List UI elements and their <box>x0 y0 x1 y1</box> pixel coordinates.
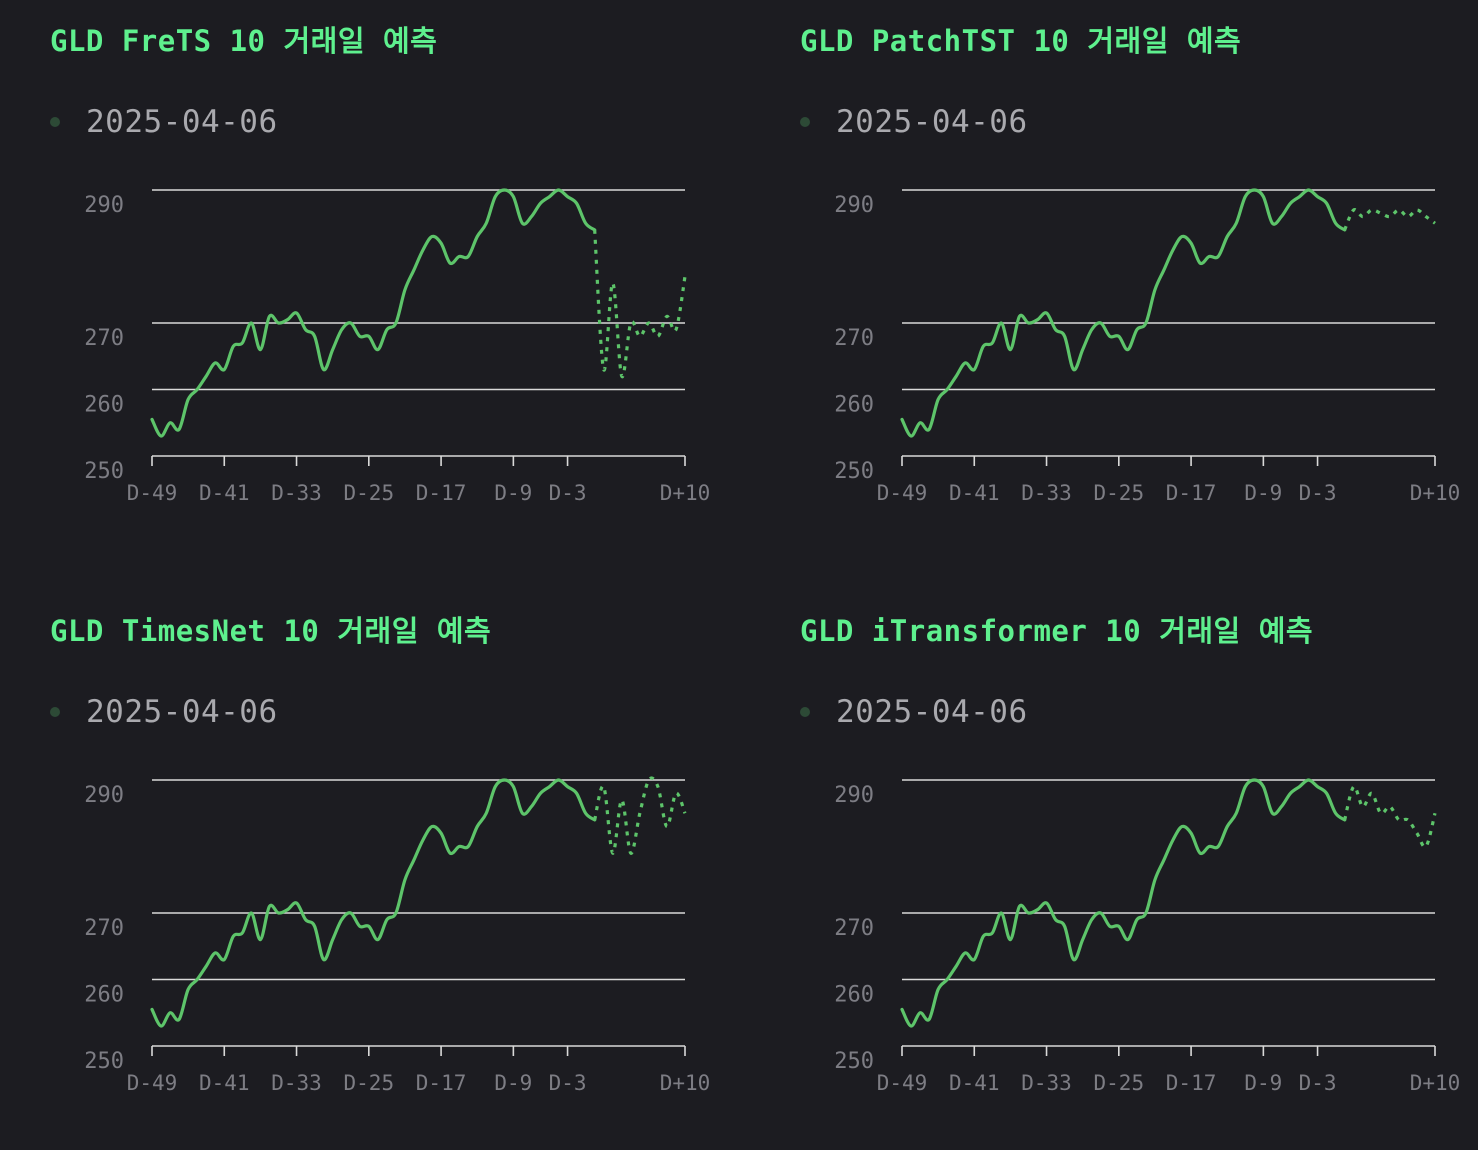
x-tick-label: D+10 <box>660 1071 711 1095</box>
legend-marker <box>800 707 810 717</box>
x-tick-label: D-25 <box>1094 1071 1145 1095</box>
x-tick-label: D-3 <box>549 1071 587 1095</box>
forecast-series-line <box>593 776 687 855</box>
x-tick-label: D-9 <box>1244 481 1282 505</box>
forecast-series-line <box>1343 785 1437 849</box>
chart-plot: 250 260 270 290 D-49 D-41 D-33 D-25 D-17 D-9 D-3 D+… <box>84 776 711 1095</box>
y-tick-label: 250 <box>84 459 124 484</box>
x-tick-label: D-33 <box>1021 1071 1072 1095</box>
y-tick-label: 290 <box>84 783 124 808</box>
x-tick-label: D-3 <box>1299 1071 1337 1095</box>
chart-title: GLD FreTS 10 거래일 예측 <box>50 24 438 58</box>
chart-panel-frets: GLD FreTS 10 거래일 예측 2025-04-06 250 260 270… <box>50 0 750 560</box>
x-tick-label: D-9 <box>494 1071 532 1095</box>
forecast-series-line <box>1343 207 1436 231</box>
x-tick-label: D-3 <box>549 481 587 505</box>
x-tick-label: D-49 <box>877 481 928 505</box>
chart-panel-timesnet: GLD TimesNet 10 거래일 예측 2025-04-06 250 260… <box>50 590 750 1150</box>
x-tick-label: D-41 <box>949 1071 1000 1095</box>
history-series-line <box>150 188 597 438</box>
legend-label: 2025-04-06 <box>836 694 1028 730</box>
x-tick-label: D-17 <box>416 481 467 505</box>
legend-marker <box>50 707 60 717</box>
y-tick-label: 250 <box>834 459 874 484</box>
chart-title: GLD PatchTST 10 거래일 예측 <box>800 24 1242 58</box>
y-tick-label: 250 <box>834 1049 874 1074</box>
chart-panel-itransformer: GLD iTransformer 10 거래일 예측 2025-04-06 25… <box>800 590 1478 1150</box>
x-tick-label: D+10 <box>1410 481 1461 505</box>
x-tick-label: D-17 <box>416 1071 467 1095</box>
legend-label: 2025-04-06 <box>86 694 278 730</box>
legend: 2025-04-06 <box>50 694 278 730</box>
x-tick-label: D-41 <box>199 1071 250 1095</box>
x-tick-label: D-25 <box>1094 481 1145 505</box>
x-tick-label: D+10 <box>660 481 711 505</box>
x-tick-label: D+10 <box>1410 1071 1461 1095</box>
history-series-line <box>150 778 597 1028</box>
x-tick-label: D-49 <box>127 481 178 505</box>
x-tick-label: D-49 <box>127 1071 178 1095</box>
y-tick-label: 250 <box>84 1049 124 1074</box>
y-tick-label: 290 <box>834 783 874 808</box>
x-tick-label: D-41 <box>199 481 250 505</box>
legend-label: 2025-04-06 <box>836 104 1028 140</box>
y-tick-label: 290 <box>84 193 124 218</box>
x-tick-label: D-17 <box>1166 1071 1217 1095</box>
x-tick-label: D-25 <box>344 481 395 505</box>
history-series-line <box>900 778 1347 1028</box>
y-tick-label: 270 <box>84 326 124 351</box>
x-tick-label: D-33 <box>1021 481 1072 505</box>
chart-panel-patchtst: GLD PatchTST 10 거래일 예측 2025-04-06 250 260… <box>800 0 1478 560</box>
chart-plot: 250 260 270 290 D-49 D-41 D-33 D-25 D-17 D-9 D-3 D+… <box>84 188 711 505</box>
x-tick-label: D-33 <box>271 1071 322 1095</box>
y-tick-label: 260 <box>834 983 874 1008</box>
x-tick-label: D-17 <box>1166 481 1217 505</box>
y-tick-label: 270 <box>834 326 874 351</box>
chart-plot: 250 260 270 290 D-49 D-41 D-33 D-25 D-17 D-9 D-3 D+… <box>834 778 1461 1095</box>
y-tick-label: 260 <box>834 393 874 418</box>
chart-title: GLD iTransformer 10 거래일 예측 <box>800 614 1314 648</box>
y-tick-label: 260 <box>84 983 124 1008</box>
legend: 2025-04-06 <box>800 694 1028 730</box>
chart-plot: 250 260 270 290 D-49 D-41 D-33 D-25 D-17 D-9 D-3 D+… <box>834 188 1461 505</box>
history-series-line <box>900 188 1347 438</box>
chart-title: GLD TimesNet 10 거래일 예측 <box>50 614 492 648</box>
legend: 2025-04-06 <box>50 104 278 140</box>
legend-marker <box>50 117 60 127</box>
y-tick-label: 260 <box>84 393 124 418</box>
x-tick-label: D-9 <box>494 481 532 505</box>
x-tick-label: D-49 <box>877 1071 928 1095</box>
x-tick-label: D-9 <box>1244 1071 1282 1095</box>
y-tick-label: 270 <box>834 916 874 941</box>
forecast-series-line <box>593 229 687 378</box>
x-tick-label: D-25 <box>344 1071 395 1095</box>
legend-label: 2025-04-06 <box>86 104 278 140</box>
legend: 2025-04-06 <box>800 104 1028 140</box>
x-tick-label: D-41 <box>949 481 1000 505</box>
x-tick-label: D-3 <box>1299 481 1337 505</box>
y-tick-label: 290 <box>834 193 874 218</box>
y-tick-label: 270 <box>84 916 124 941</box>
x-tick-label: D-33 <box>271 481 322 505</box>
legend-marker <box>800 117 810 127</box>
